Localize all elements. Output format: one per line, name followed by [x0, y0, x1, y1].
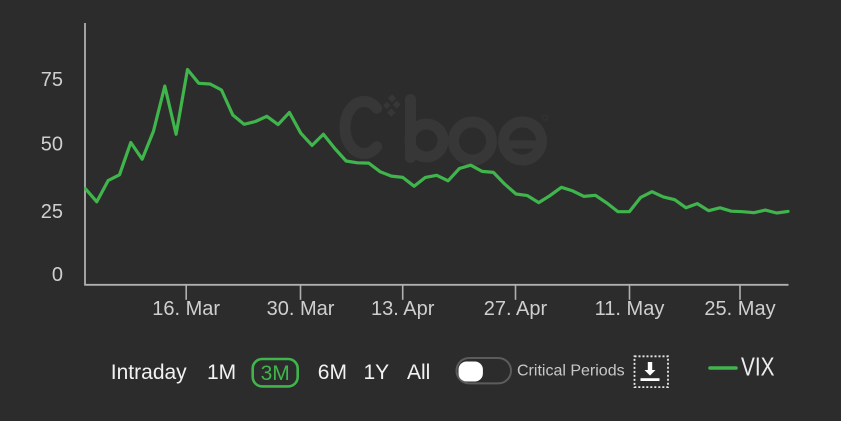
svg-text:Critical Periods: Critical Periods [517, 362, 625, 379]
svg-text:16. Mar: 16. Mar [152, 298, 220, 320]
svg-text:25. May: 25. May [704, 298, 775, 320]
svg-text:Intraday: Intraday [111, 361, 187, 384]
svg-text:3M: 3M [261, 362, 290, 385]
svg-text:30. Mar: 30. Mar [267, 298, 335, 320]
svg-text:VIX: VIX [741, 352, 775, 381]
svg-text:27. Apr: 27. Apr [484, 298, 548, 320]
svg-text:0: 0 [52, 264, 63, 286]
svg-text:50: 50 [41, 134, 63, 156]
svg-text:6M: 6M [318, 361, 347, 384]
svg-text:11. May: 11. May [595, 298, 665, 320]
svg-text:25: 25 [41, 201, 63, 223]
svg-text:75: 75 [41, 69, 63, 91]
svg-text:All: All [407, 361, 430, 384]
svg-text:1M: 1M [207, 361, 236, 384]
svg-text:13. Apr: 13. Apr [371, 298, 435, 320]
svg-text:1Y: 1Y [364, 361, 390, 384]
